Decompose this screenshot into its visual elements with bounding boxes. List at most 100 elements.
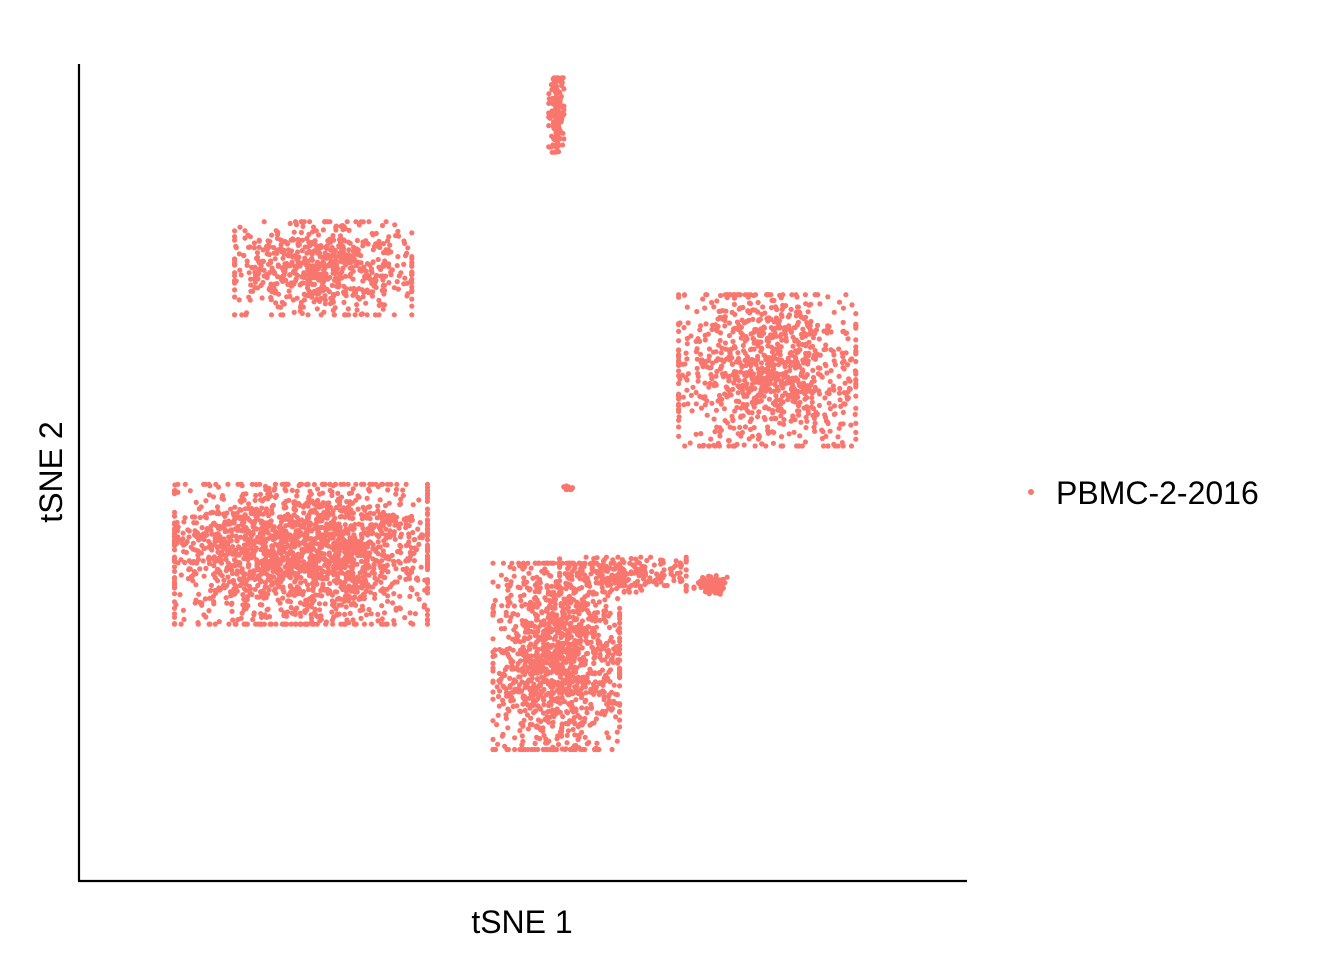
data-point bbox=[424, 510, 431, 516]
data-point bbox=[380, 306, 386, 312]
data-point bbox=[571, 715, 577, 721]
data-point bbox=[198, 550, 204, 556]
data-point bbox=[580, 654, 587, 661]
data-point bbox=[393, 491, 399, 497]
data-point bbox=[343, 262, 349, 268]
data-point bbox=[244, 548, 250, 554]
data-point bbox=[240, 495, 246, 501]
data-point bbox=[341, 299, 347, 305]
data-point bbox=[201, 481, 207, 487]
data-point bbox=[500, 697, 506, 704]
data-point bbox=[773, 402, 779, 408]
data-point bbox=[390, 600, 396, 606]
data-point bbox=[259, 295, 265, 301]
data-point bbox=[824, 370, 830, 376]
data-point bbox=[358, 311, 364, 318]
data-point bbox=[706, 353, 712, 359]
data-point bbox=[519, 603, 525, 609]
data-point bbox=[273, 590, 279, 596]
data-point bbox=[548, 573, 554, 579]
data-point bbox=[758, 398, 764, 404]
data-point bbox=[335, 525, 341, 531]
data-point bbox=[511, 603, 517, 609]
data-point bbox=[383, 526, 389, 532]
data-point bbox=[241, 253, 247, 259]
data-point bbox=[243, 581, 249, 587]
data-point bbox=[342, 621, 348, 627]
data-point bbox=[617, 613, 623, 619]
data-point bbox=[759, 326, 766, 332]
data-point bbox=[306, 528, 312, 534]
data-point bbox=[300, 589, 307, 595]
data-point bbox=[684, 356, 690, 362]
data-point bbox=[695, 378, 701, 384]
data-point bbox=[344, 550, 350, 556]
data-point bbox=[394, 522, 400, 528]
data-point bbox=[776, 361, 782, 368]
data-point bbox=[546, 123, 552, 129]
data-point bbox=[750, 330, 757, 336]
data-point bbox=[532, 589, 538, 595]
data-point bbox=[233, 533, 239, 539]
data-point bbox=[735, 350, 741, 356]
data-point bbox=[322, 265, 328, 272]
data-point bbox=[354, 561, 360, 567]
data-point bbox=[214, 545, 220, 551]
data-point bbox=[553, 659, 560, 665]
data-point bbox=[730, 372, 736, 378]
data-point bbox=[757, 393, 763, 399]
data-point bbox=[311, 281, 318, 287]
data-point bbox=[794, 322, 800, 328]
data-point bbox=[421, 602, 428, 608]
data-point bbox=[393, 605, 399, 612]
data-point bbox=[171, 488, 178, 494]
data-point bbox=[582, 734, 588, 740]
data-point bbox=[709, 375, 715, 382]
data-point bbox=[676, 401, 682, 407]
data-point bbox=[323, 619, 329, 625]
data-point bbox=[350, 617, 356, 623]
data-point bbox=[737, 360, 743, 366]
data-point bbox=[738, 414, 744, 420]
data-point bbox=[577, 715, 583, 721]
data-point bbox=[294, 605, 300, 611]
data-point bbox=[412, 611, 418, 617]
data-point bbox=[304, 481, 311, 487]
data-point bbox=[239, 569, 245, 575]
data-point bbox=[562, 626, 568, 632]
data-point bbox=[262, 580, 268, 586]
data-point bbox=[779, 378, 785, 385]
data-point bbox=[316, 592, 322, 598]
data-point bbox=[320, 581, 326, 587]
data-point bbox=[603, 618, 609, 624]
data-point bbox=[408, 513, 415, 520]
data-point bbox=[803, 414, 809, 420]
data-point bbox=[742, 370, 748, 376]
data-point bbox=[310, 509, 316, 515]
data-point bbox=[395, 228, 401, 234]
data-point bbox=[548, 599, 554, 605]
data-point bbox=[260, 590, 266, 597]
data-point bbox=[261, 543, 267, 549]
data-point bbox=[532, 560, 539, 566]
data-point bbox=[298, 575, 304, 581]
data-point bbox=[543, 608, 549, 614]
data-point bbox=[275, 561, 281, 567]
data-point bbox=[248, 282, 254, 288]
data-point bbox=[310, 585, 316, 591]
data-point bbox=[228, 592, 234, 599]
data-point bbox=[490, 579, 496, 585]
data-point bbox=[226, 621, 232, 627]
data-point bbox=[714, 298, 720, 304]
data-point bbox=[584, 710, 590, 716]
data-point bbox=[424, 586, 431, 593]
data-point bbox=[377, 527, 384, 533]
data-point bbox=[515, 660, 521, 667]
data-point bbox=[379, 558, 385, 564]
data-point bbox=[339, 570, 345, 576]
data-point bbox=[778, 413, 784, 419]
data-point bbox=[242, 235, 248, 241]
data-point bbox=[617, 620, 623, 626]
data-point bbox=[717, 433, 723, 439]
data-point bbox=[306, 494, 312, 500]
